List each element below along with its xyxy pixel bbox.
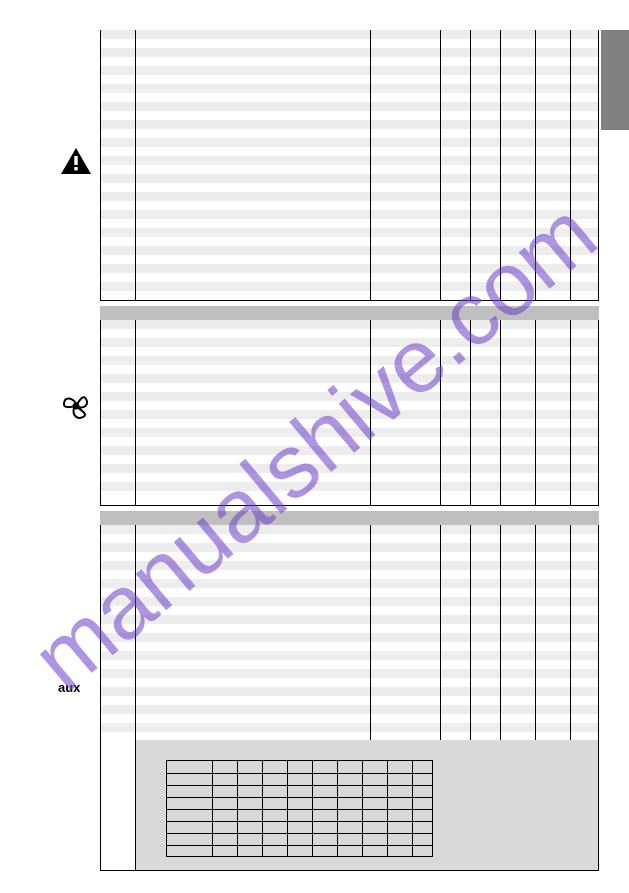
section-divider	[100, 505, 599, 506]
section-separator	[100, 511, 599, 525]
section-divider	[100, 870, 599, 871]
embedded-table-grid	[166, 760, 433, 857]
aux-text-icon: aux	[58, 680, 80, 695]
fan-icon	[55, 385, 97, 427]
section-stripes	[100, 30, 599, 300]
page-edge-tab	[601, 30, 629, 130]
section-fan	[100, 320, 599, 505]
section-stripes	[100, 525, 599, 740]
section-aux	[100, 525, 599, 870]
section-separator	[100, 306, 599, 320]
embedded-table-background	[136, 740, 598, 870]
warning-icon	[55, 140, 97, 182]
section-divider	[100, 300, 599, 301]
section-stripes	[100, 320, 599, 505]
section-warnings	[100, 30, 599, 300]
